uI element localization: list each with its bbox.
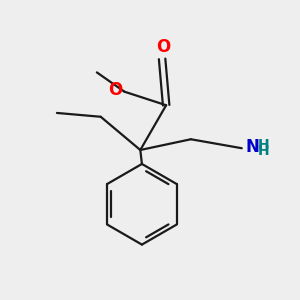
Text: H: H — [258, 138, 270, 152]
Text: N: N — [246, 138, 260, 156]
Text: O: O — [156, 38, 170, 56]
Text: O: O — [109, 81, 123, 99]
Text: H: H — [258, 145, 270, 158]
